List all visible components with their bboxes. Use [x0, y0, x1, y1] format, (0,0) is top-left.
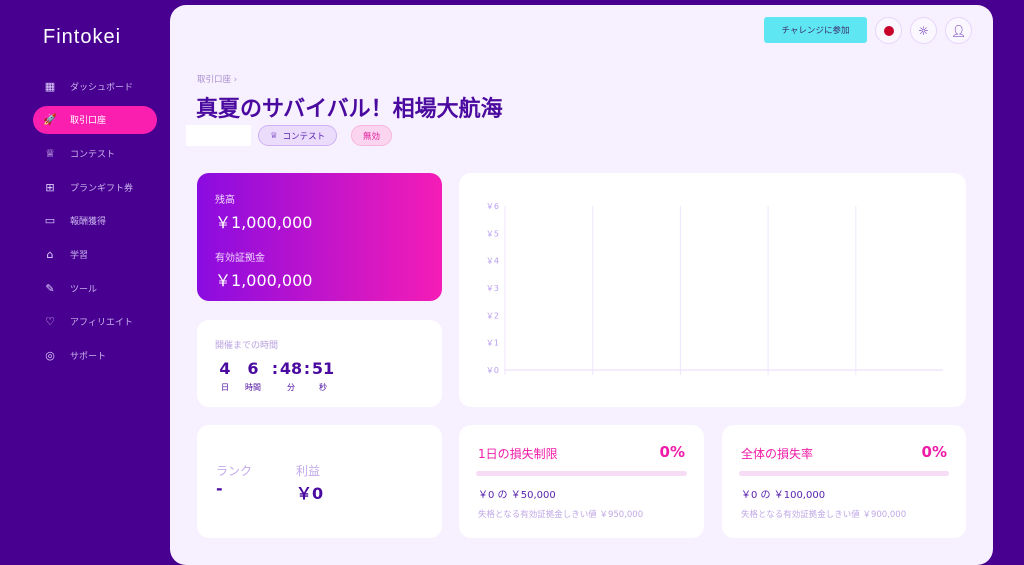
rank-value: - — [216, 479, 223, 498]
balance-chart: ￥0 ￥1 ￥2 ￥3 ￥4 ￥5 ￥6 — [486, 202, 943, 375]
sun-icon: ☼ — [918, 23, 929, 38]
heart-handshake-icon: ♡ — [45, 315, 55, 329]
countdown-card: 開催までの時間 4 日 6 時間 : 48 分 : 51 秒 — [197, 320, 442, 407]
total-loss-amount: ￥0 の ￥100,000 — [741, 490, 826, 501]
rank-label: ランク — [216, 464, 253, 478]
profit-value: ￥0 — [296, 484, 324, 503]
countdown-days: 4 — [219, 359, 231, 378]
y-tick-label: ￥5 — [486, 229, 499, 238]
y-tick-label: ￥6 — [486, 202, 499, 211]
total-loss-title: 全体の損失率 — [741, 447, 814, 461]
status-badge: 無効 — [351, 125, 393, 146]
tools-icon: ✎ — [45, 281, 55, 295]
graduation-cap-icon: ⌂ — [46, 247, 54, 261]
minutes-unit: 分 — [287, 383, 295, 392]
sidebar-nav: ▦ ダッシュボード 🚀 取引口座 ♕ コンテスト ⊞ プランギフト券 ▭ 報酬獲得 ⌂ 学習 ✎ ツール ♡… — [33, 72, 157, 375]
user-icon: 👤︎ — [950, 23, 967, 38]
sidebar-item-label: コンテスト — [70, 149, 116, 160]
countdown-seconds: 51 — [311, 359, 335, 378]
japan-flag-icon — [883, 25, 894, 36]
gift-icon: ⊞ — [45, 180, 55, 194]
days-unit: 日 — [221, 383, 229, 392]
seconds-unit: 秒 — [319, 383, 327, 392]
sidebar-item-3[interactable]: ⊞ プランギフト券 — [33, 173, 157, 201]
separator: : — [303, 359, 311, 378]
sidebar-item-label: ダッシュボード — [70, 82, 134, 93]
profit-label: 利益 — [296, 464, 321, 478]
sidebar-item-label: 報酬獲得 — [70, 217, 107, 228]
equity-label: 有効証拠金 — [215, 253, 265, 264]
sidebar-item-2[interactable]: ♕ コンテスト — [33, 139, 157, 167]
wallet-icon: ▭ — [44, 214, 56, 228]
y-tick-label: ￥4 — [486, 257, 499, 266]
y-tick-label: ￥0 — [486, 366, 499, 375]
contest-tag: ♕ コンテスト — [258, 125, 338, 146]
total-loss-threshold: 失格となる有効証拠金しきい値 ￥900,000 — [741, 510, 907, 520]
countdown-label: 開催までの時間 — [215, 341, 279, 351]
sidebar-item-label: サポート — [70, 352, 107, 362]
lifebuoy-icon: ◎ — [45, 349, 55, 362]
sidebar-item-4[interactable]: ▭ 報酬獲得 — [33, 207, 157, 235]
daily-loss-progress — [476, 471, 687, 476]
total-loss-card: 全体の損失率 0% ￥0 の ￥100,000 失格となる有効証拠金しきい値 ￥… — [722, 425, 966, 538]
balance-value: ￥1,000,000 — [215, 213, 313, 232]
total-loss-progress — [739, 471, 949, 476]
daily-loss-threshold: 失格となる有効証拠金しきい値 ￥950,000 — [478, 510, 644, 520]
sidebar-item-8[interactable]: ◎ サポート — [33, 342, 157, 370]
trophy-icon: ♕ — [45, 146, 55, 160]
join-challenge-button[interactable]: チャレンジに参加 — [764, 17, 867, 43]
daily-loss-title: 1日の損失制限 — [478, 447, 558, 461]
countdown-minutes: 48 — [279, 359, 303, 378]
grid-icon: ▦ — [44, 79, 56, 93]
chart-card: ￥0 ￥1 ￥2 ￥3 ￥4 ￥5 ￥6 — [459, 173, 966, 407]
countdown-hours: 6 — [247, 359, 259, 378]
sidebar-item-0[interactable]: ▦ ダッシュボード — [33, 72, 157, 100]
rocket-icon: 🚀 — [43, 113, 57, 127]
breadcrumb[interactable]: 取引口座 › — [197, 75, 238, 85]
contest-tag-label: コンテスト — [282, 131, 326, 142]
daily-loss-card: 1日の損失制限 0% ￥0 の ￥50,000 失格となる有効証拠金しきい値 ￥… — [459, 425, 704, 538]
sidebar-item-label: ツール — [70, 284, 98, 295]
main-panel: チャレンジに参加 ☼ 👤︎ 取引口座 › 真夏のサバイバル！相場大航海 ♕ コンテ… — [170, 5, 993, 565]
sidebar-item-label: 取引口座 — [70, 116, 107, 127]
total-loss-percent: 0% — [921, 443, 947, 461]
sidebar-item-6[interactable]: ✎ ツール — [33, 274, 157, 302]
daily-loss-amount: ￥0 の ￥50,000 — [478, 490, 556, 501]
blank-field — [186, 125, 251, 146]
sidebar-item-5[interactable]: ⌂ 学習 — [33, 240, 157, 268]
page-title: 真夏のサバイバル！相場大航海 — [196, 97, 503, 122]
sidebar-item-label: プランギフト券 — [70, 183, 134, 194]
balance-label: 残高 — [215, 195, 235, 206]
y-tick-label: ￥3 — [486, 284, 499, 293]
equity-value: ￥1,000,000 — [215, 271, 313, 290]
logo: Fintokei — [43, 26, 122, 48]
sidebar-item-label: アフィリエイト — [70, 318, 133, 329]
y-tick-label: ￥2 — [486, 311, 499, 320]
rank-card: ランク - 利益 ￥0 — [197, 425, 442, 538]
hours-unit: 時間 — [245, 383, 261, 392]
sidebar-item-1[interactable]: 🚀 取引口座 — [33, 105, 157, 134]
language-button[interactable] — [875, 17, 902, 44]
balance-card: 残高 ￥1,000,000 有効証拠金 ￥1,000,000 — [197, 173, 442, 301]
trophy-icon: ♕ — [270, 130, 278, 141]
y-tick-label: ￥1 — [486, 339, 499, 348]
theme-toggle-button[interactable]: ☼ — [910, 17, 937, 44]
separator: : — [271, 359, 279, 378]
user-menu-button[interactable]: 👤︎ — [945, 17, 972, 44]
sidebar-item-7[interactable]: ♡ アフィリエイト — [33, 308, 157, 336]
daily-loss-percent: 0% — [659, 443, 685, 461]
sidebar-item-label: 学習 — [70, 250, 89, 261]
